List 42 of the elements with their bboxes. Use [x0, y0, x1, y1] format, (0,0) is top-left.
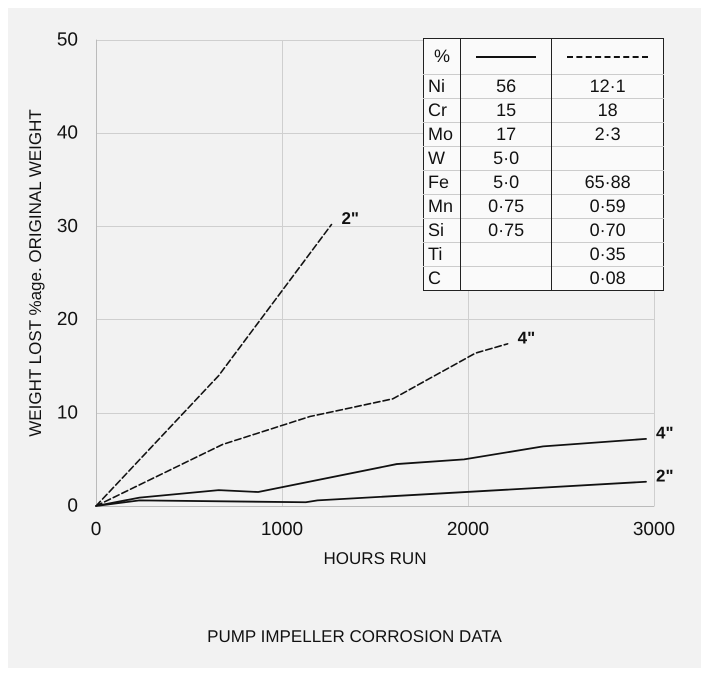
annotation: 56: [460, 74, 552, 98]
series-label: 2": [341, 209, 359, 228]
annotation: Ni: [424, 74, 460, 98]
series-label: 2": [656, 466, 674, 486]
annotation: 0·08: [552, 266, 664, 290]
annotation: Fe: [424, 170, 460, 194]
annotation: 5·0: [460, 146, 552, 170]
annotation: Cr: [424, 98, 460, 122]
y-tick-label: 0: [67, 496, 78, 516]
x-axis-title: HOURS RUN: [324, 549, 426, 568]
text: PUMP IMPELLER CORROSION DATA: [207, 627, 503, 646]
annotation: Ti: [424, 242, 460, 266]
annotation: %: [432, 45, 451, 68]
x-tick-label: 1000: [260, 519, 304, 540]
annotation: 12·1: [552, 74, 664, 98]
annotation: W: [424, 146, 460, 170]
annotation: C: [424, 266, 460, 290]
series-label: 4": [518, 328, 536, 348]
annotation: 0·70: [552, 218, 664, 242]
y-axis-title: WEIGHT LOST %age. ORIGINAL WEIGHT: [26, 109, 45, 437]
annotation: 17: [460, 122, 552, 146]
y-tick-label: 20: [56, 309, 78, 330]
annotation: 0·35: [552, 242, 664, 266]
annotation: 5·0: [460, 170, 552, 194]
y-tick-label: 10: [56, 402, 78, 424]
x-tick-label: 0: [90, 519, 102, 540]
annotation: 65·88: [552, 170, 664, 194]
annotation: Mn: [424, 194, 460, 218]
y-tick-label: 30: [56, 216, 78, 237]
annotation: Si: [424, 218, 460, 242]
annotation: 18: [552, 98, 664, 122]
annotation: 0·75: [460, 194, 552, 218]
y-tick-label: 50: [56, 30, 78, 50]
annotation: 15: [460, 98, 552, 122]
x-tick-label: 2000: [446, 519, 490, 540]
annotation: Mo: [424, 122, 460, 146]
annotation: 0·75: [460, 218, 552, 242]
x-tick-label: 3000: [632, 519, 676, 540]
series-label: 4": [656, 423, 674, 442]
annotation: 2·3: [552, 122, 664, 146]
y-tick-label: 40: [56, 122, 78, 144]
annotation: 0·59: [552, 194, 664, 218]
